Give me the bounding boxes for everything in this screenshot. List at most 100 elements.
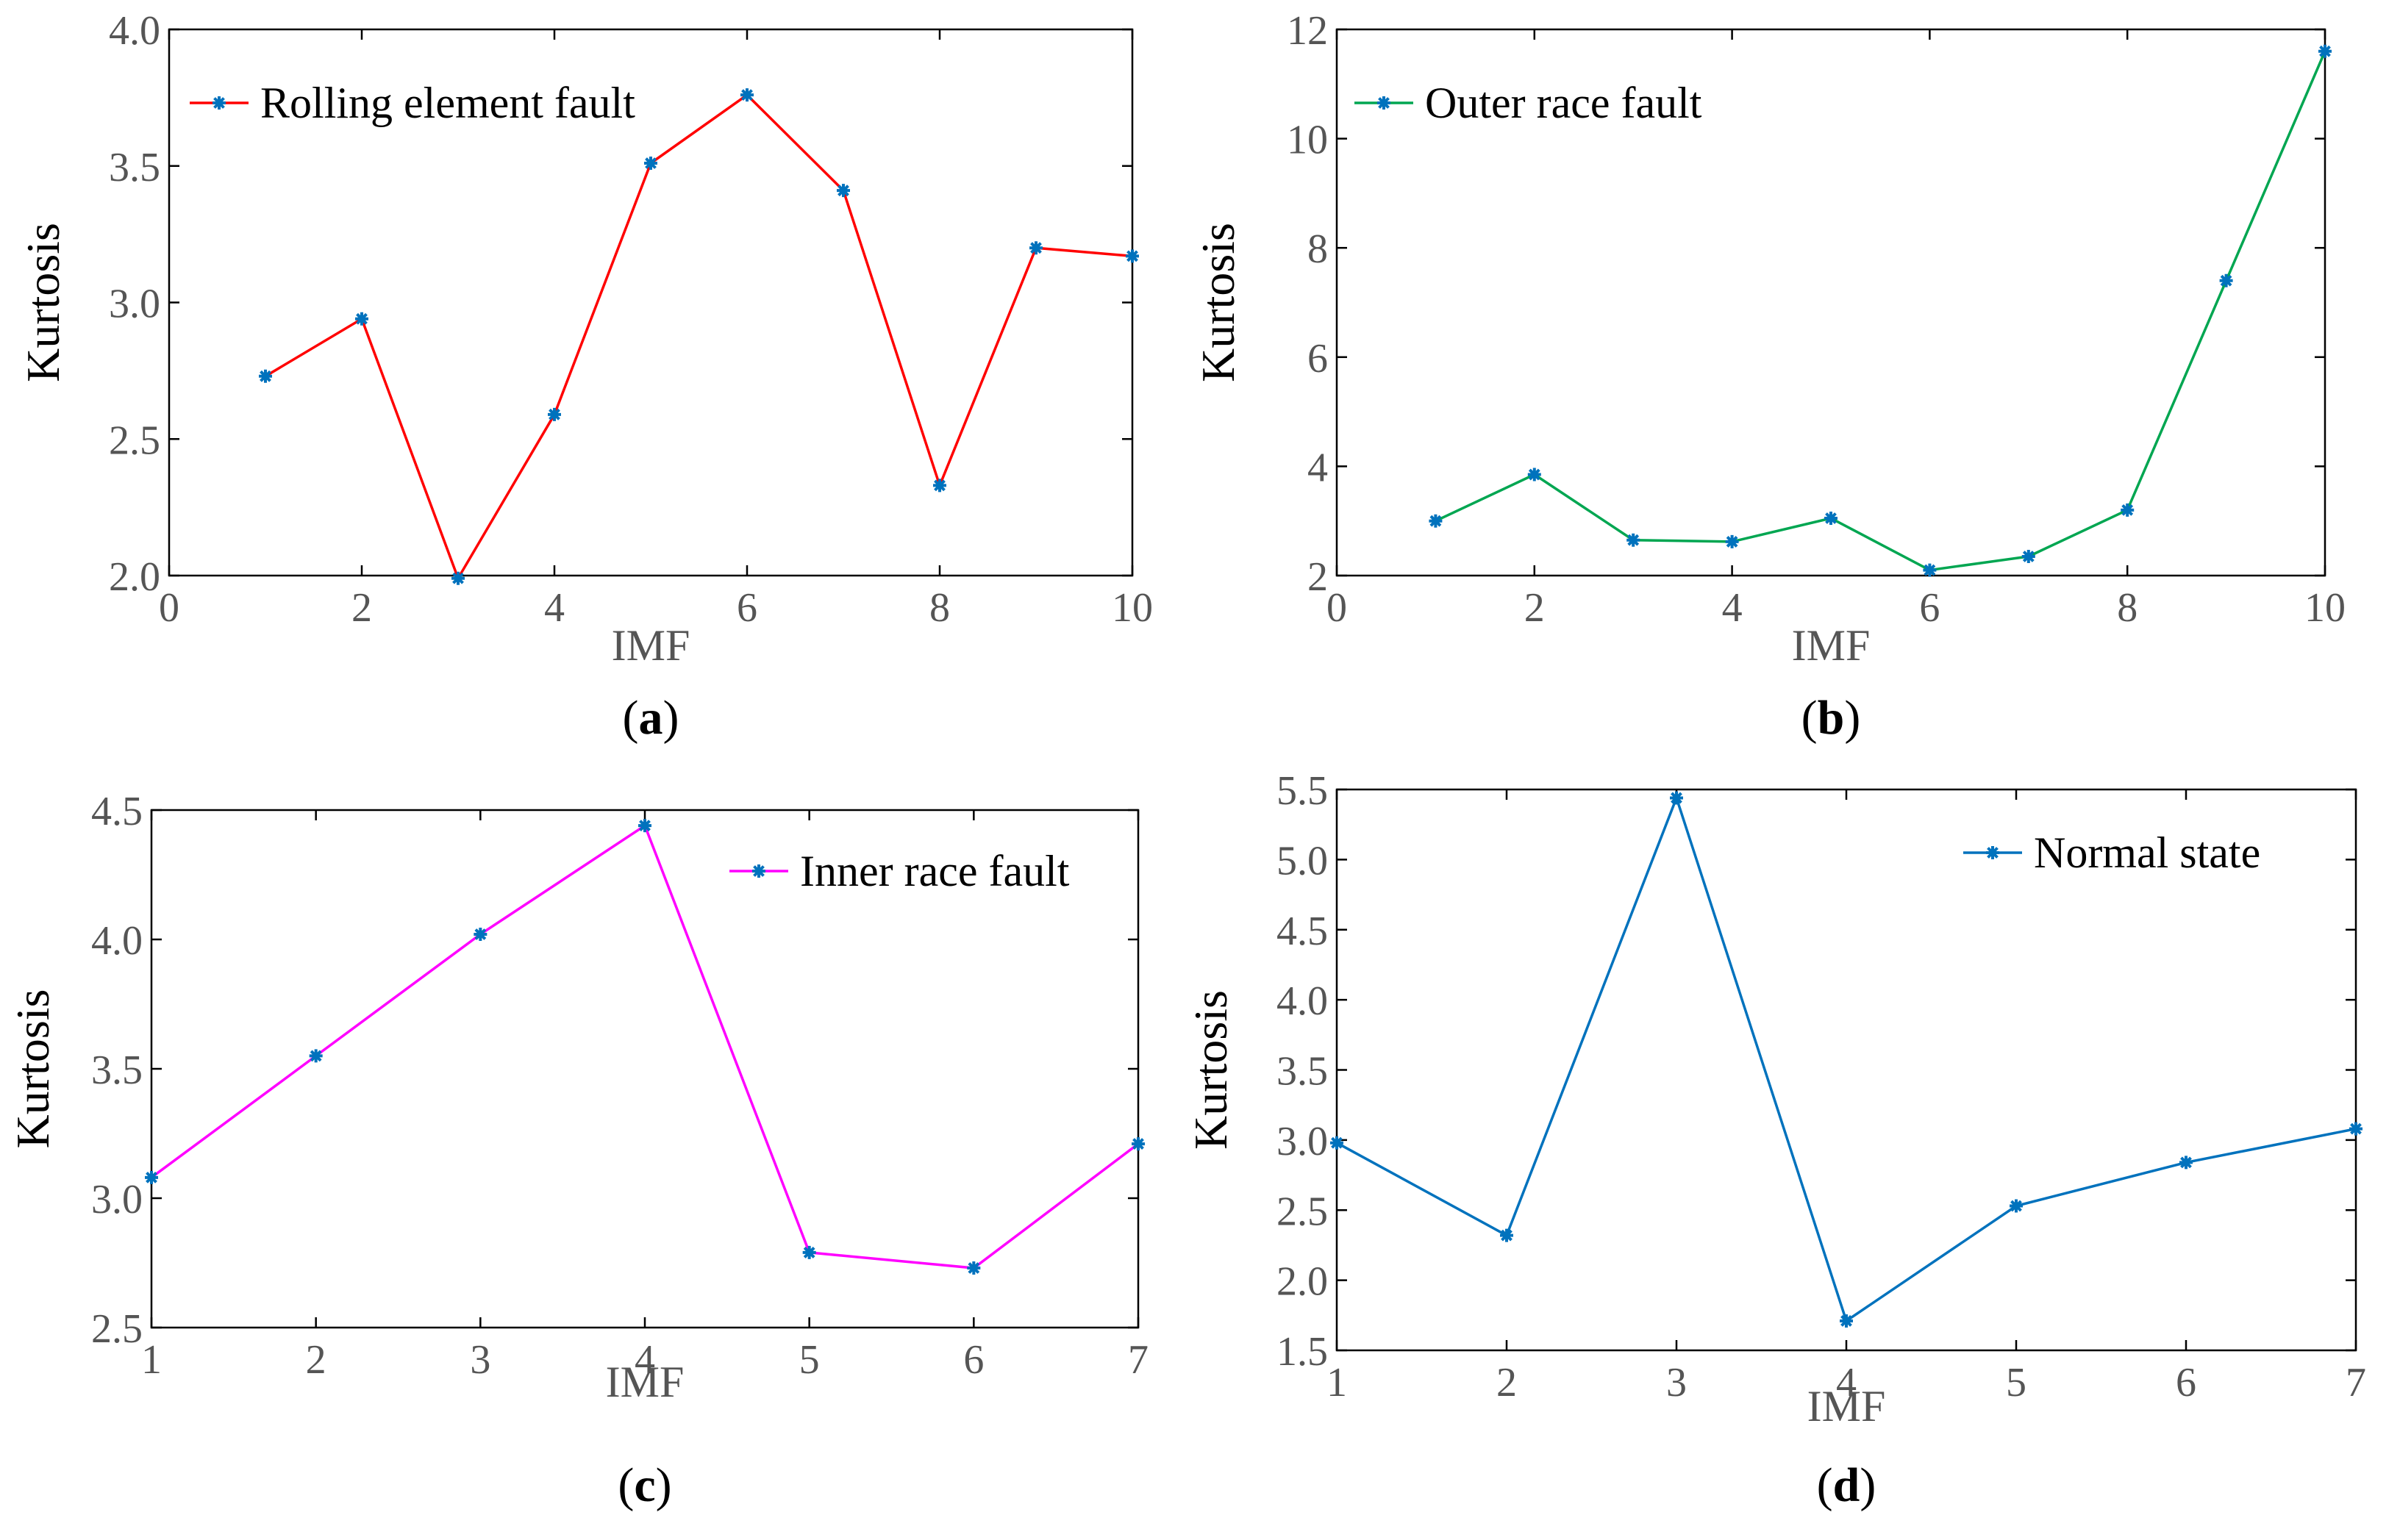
data-point-1 — [259, 369, 272, 383]
panel-label: (d) — [1817, 1458, 1876, 1512]
series-line-0 — [265, 93, 1133, 581]
panel-label-open: ( — [1801, 691, 1818, 745]
y-tick-label: 12 — [1287, 8, 1328, 54]
panel-label-letter: d — [1833, 1458, 1860, 1512]
y-tick-label: 2.5 — [91, 1306, 143, 1352]
data-point-7 — [1132, 1137, 1145, 1151]
y-tick-label: 2.0 — [109, 554, 160, 600]
plot-frame — [1335, 28, 2326, 577]
x-tick-label: 2 — [1496, 1360, 1517, 1405]
x-tick-label: 1 — [141, 1337, 162, 1383]
y-tick-label: 4 — [1307, 445, 1328, 490]
panel-label-open: ( — [618, 1458, 634, 1512]
x-tick-label: 1 — [1326, 1360, 1347, 1405]
legend-entry: Rolling element fault — [190, 79, 635, 127]
data-point-8 — [933, 479, 946, 493]
chart-panel-c: 1 2 3 4 5 6 7 2.5 3.0 3.5 4.0 4.5 IMF Kurtosis Inner r… — [7, 789, 1149, 1512]
data-point-8 — [2121, 503, 2135, 517]
data-point-9 — [1029, 241, 1043, 255]
x-tick-label: 2 — [1524, 585, 1545, 631]
legend-entry: Outer race fault — [1354, 79, 1702, 127]
data-point-5 — [1824, 511, 1838, 525]
x-axis-label: IMF — [1792, 621, 1871, 670]
panel-label-letter: a — [639, 691, 663, 745]
legend-marker-icon — [213, 96, 226, 110]
x-tick-label: 5 — [799, 1337, 820, 1383]
y-tick-label: 1.5 — [1276, 1329, 1328, 1375]
data-point-5 — [802, 1245, 816, 1259]
y-tick-label: 6 — [1307, 336, 1328, 382]
data-point-5 — [644, 157, 657, 171]
data-point-3 — [1626, 533, 1640, 547]
data-point-10 — [2318, 44, 2332, 58]
x-tick-label: 5 — [2006, 1360, 2026, 1405]
y-tick-label: 3.5 — [91, 1047, 143, 1093]
panel-label-close: ) — [1860, 1458, 1876, 1512]
x-axis-label: IMF — [612, 621, 690, 670]
y-tick-label: 2.0 — [1276, 1259, 1328, 1305]
data-point-1 — [1330, 1136, 1343, 1150]
y-tick-label: 4.0 — [91, 918, 143, 964]
panel-label-open: ( — [1817, 1458, 1833, 1512]
data-point-7 — [2349, 1122, 2362, 1136]
y-tick-label: 3.5 — [1276, 1049, 1328, 1095]
y-axis-label: Kurtosis — [1192, 223, 1244, 382]
x-axis-label: IMF — [1807, 1382, 1886, 1430]
y-tick-label: 3.0 — [91, 1177, 143, 1222]
y-tick-label: 2.5 — [109, 418, 160, 463]
data-point-4 — [548, 407, 561, 421]
data-point-6 — [1923, 563, 1937, 577]
x-tick-label: 4 — [1722, 585, 1743, 631]
data-point-7 — [2021, 549, 2035, 563]
y-tick-label: 3.5 — [109, 145, 160, 190]
x-tick-label: 8 — [929, 585, 950, 631]
x-tick-label: 3 — [470, 1337, 490, 1383]
y-tick-label: 10 — [1287, 118, 1328, 163]
data-point-2 — [1527, 468, 1541, 481]
y-tick-label: 8 — [1307, 226, 1328, 272]
data-point-7 — [837, 184, 850, 198]
legend-entry: Normal state — [1963, 828, 2260, 877]
y-axis-label: Kurtosis — [17, 223, 69, 382]
data-point-2 — [1500, 1228, 1513, 1242]
legend-label: Rolling element fault — [260, 79, 635, 127]
y-tick-label: 4.0 — [109, 8, 160, 54]
data-point-3 — [451, 571, 465, 585]
y-tick-label: 2.5 — [1276, 1189, 1328, 1234]
panel-label: (c) — [618, 1458, 671, 1512]
legend-label: Normal state — [2034, 828, 2260, 877]
series-line-0 — [1435, 51, 2326, 572]
y-axis-label: Kurtosis — [7, 989, 59, 1149]
x-tick-label: 4 — [544, 585, 565, 631]
data-point-1 — [145, 1170, 158, 1184]
x-tick-label: 7 — [2346, 1360, 2366, 1405]
x-tick-label: 2 — [351, 585, 372, 631]
y-tick-label: 4.5 — [91, 789, 143, 834]
legend-label: Inner race fault — [800, 847, 1070, 895]
x-tick-label: 3 — [1666, 1360, 1687, 1405]
x-tick-label: 7 — [1128, 1337, 1149, 1383]
y-tick-label: 3.0 — [1276, 1119, 1328, 1164]
panel-label-open: ( — [623, 691, 639, 745]
panel-label-letter: b — [1818, 691, 1845, 745]
chart-panel-a: 0 2 4 6 8 10 2.0 2.5 3.0 3.5 4.0 IMF Kurtosis Rolling… — [17, 8, 1153, 745]
data-point-3 — [474, 927, 488, 941]
x-tick-label: 6 — [1919, 585, 1940, 631]
data-point-6 — [2179, 1156, 2193, 1170]
y-tick-label: 3.0 — [109, 282, 160, 327]
y-axis-label: Kurtosis — [1185, 990, 1237, 1150]
x-tick-label: 4 — [1836, 1360, 1857, 1405]
x-tick-label: 6 — [2176, 1360, 2196, 1405]
legend-marker-icon — [1377, 96, 1390, 110]
panel-label: (a) — [623, 691, 679, 745]
x-tick-label: 4 — [635, 1337, 655, 1383]
panel-label-close: ) — [656, 1458, 672, 1512]
y-tick-label: 4.5 — [1276, 909, 1328, 954]
chart-panel-d: 1 2 3 4 5 6 7 1.5 2.0 2.5 3.0 3.5 4.0 4.5 5.0 5.5 IMF Kur… — [1185, 768, 2366, 1512]
panel-label-close: ) — [1844, 691, 1860, 745]
x-tick-label: 0 — [1326, 585, 1347, 631]
data-point-1 — [1429, 514, 1443, 528]
y-tick-label: 5.5 — [1276, 768, 1328, 814]
